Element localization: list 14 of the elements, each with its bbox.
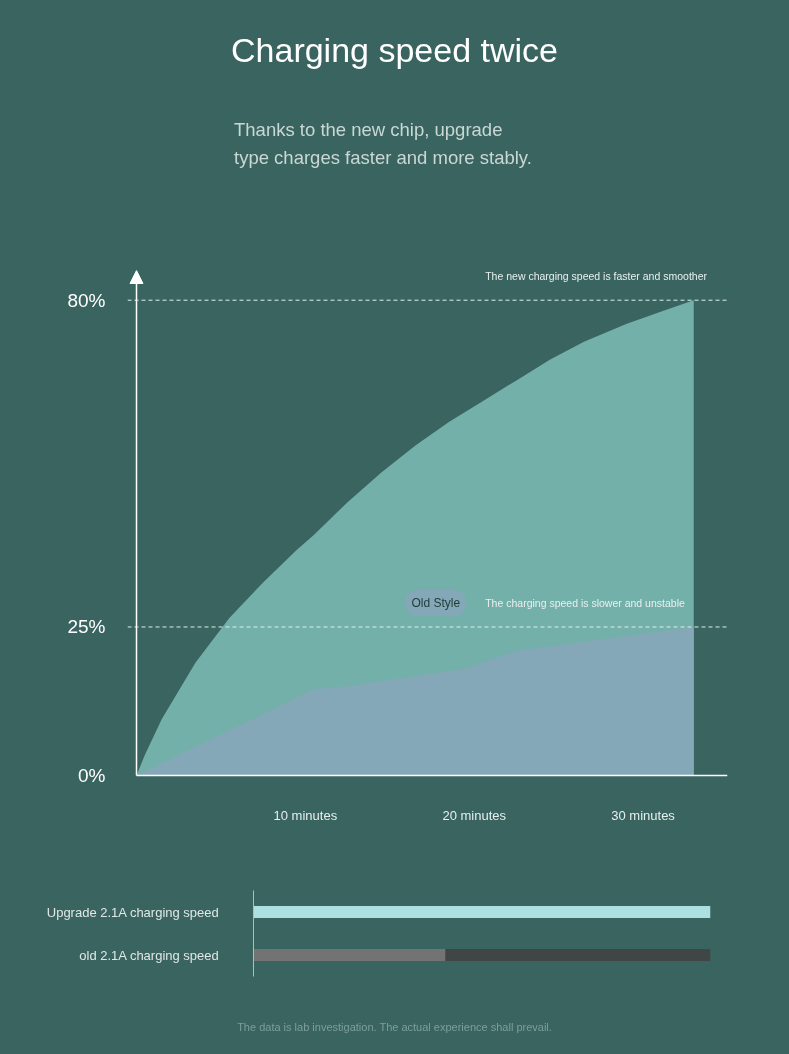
x-tick-label: 30 minutes — [611, 807, 676, 823]
y-tick-label: 0% — [78, 765, 106, 786]
chart-subtitle: Thanks to the new chip, upgrade type charges faster and more stably. — [233, 118, 533, 170]
y-tick-label: 25% — [67, 616, 106, 638]
x-tick-label: 20 minutes — [442, 807, 507, 823]
y-tick-label: 80% — [67, 289, 106, 311]
text: The data is lab investigation. The actual experience shall prevail. — [236, 1020, 553, 1035]
text: Old Style — [411, 595, 461, 610]
ref-line-label: The new charging speed is faster and smoother — [485, 270, 708, 283]
y-tick-label: Upgrade 2.1A charging speed — [46, 904, 219, 920]
x-tick-label: 10 minutes — [273, 807, 338, 823]
y-tick-label: old 2.1A charging speed — [79, 947, 219, 963]
chart-title: Charging speed twice — [230, 30, 559, 71]
ref-line-label: The charging speed is slower and unstable — [485, 596, 685, 609]
